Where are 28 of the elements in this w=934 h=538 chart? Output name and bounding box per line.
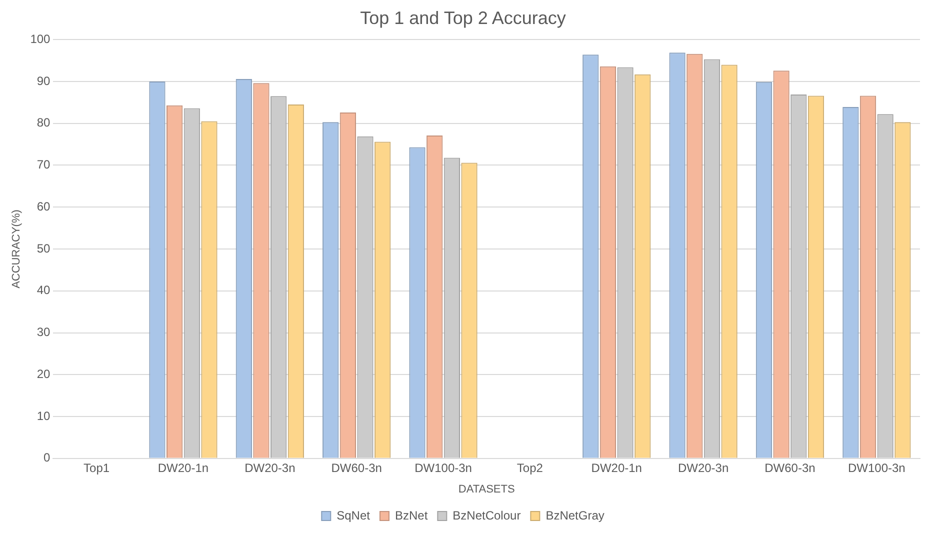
legend-label: BzNetGray xyxy=(546,508,604,522)
y-tick-label: 40 xyxy=(36,283,51,298)
x-tick-label: DW100-3n xyxy=(848,460,906,475)
y-tick-label: 60 xyxy=(36,199,51,214)
y-axis-title: ACCURACY(%) xyxy=(10,210,23,288)
y-tick-label: 90 xyxy=(36,74,51,88)
y-tick-label: 80 xyxy=(36,116,51,130)
x-tick-label: DW20-1n xyxy=(158,460,209,475)
x-tick-label: DW60-3n xyxy=(331,460,382,475)
y-tick-label: 70 xyxy=(36,158,51,172)
x-tick-label: DW20-3n xyxy=(244,460,296,475)
legend-label: SqNet xyxy=(336,508,371,522)
y-tick-label: 100 xyxy=(30,32,51,46)
y-tick-label: 10 xyxy=(36,408,51,423)
x-tick-label: DW60-3n xyxy=(764,460,816,475)
x-tick-label: Top2 xyxy=(516,460,544,475)
legend-label: BzNetColour xyxy=(452,508,521,522)
y-tick-label: 50 xyxy=(36,241,51,256)
x-axis-title: DATASETS xyxy=(458,483,515,496)
x-tick-label: Top1 xyxy=(84,460,110,475)
y-tick-label: 20 xyxy=(36,366,51,381)
y-tick-label: 0 xyxy=(44,450,51,465)
x-tick-label: DW20-3n xyxy=(678,460,729,475)
x-tick-label: DW100-3n xyxy=(414,460,472,475)
legend-label: BzNet xyxy=(394,508,428,522)
chart-title: Top 1 and Top 2 Accuracy xyxy=(360,8,566,28)
y-tick-label: 30 xyxy=(36,325,51,340)
x-tick-label: DW20-1n xyxy=(591,460,642,475)
